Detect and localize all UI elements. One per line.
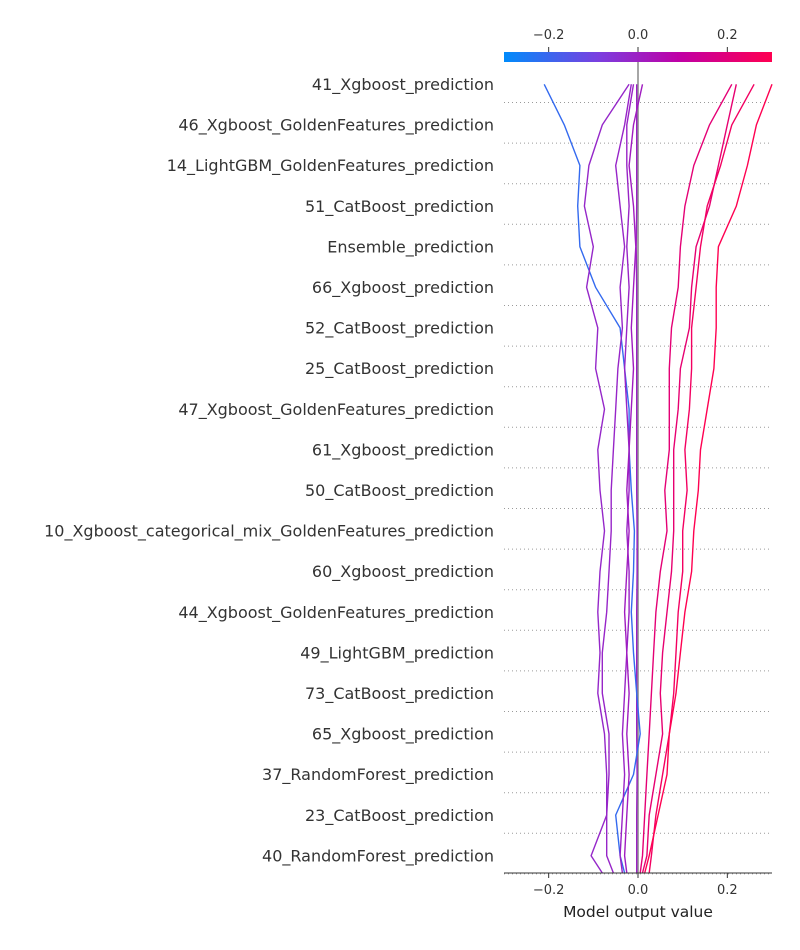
decision-line-2 — [543, 83, 641, 874]
feature-label: 50_CatBoost_prediction — [305, 481, 494, 501]
decision-line-7 — [639, 83, 733, 874]
feature-label: 49_LightGBM_prediction — [300, 643, 494, 663]
feature-label: 41_Xgboost_prediction — [312, 75, 494, 95]
x-axis-title: Model output value — [563, 903, 713, 921]
decision-line-3 — [583, 83, 630, 874]
top-tick-label: −0.2 — [533, 28, 565, 43]
decision-line-6 — [623, 84, 644, 874]
feature-label: 23_CatBoost_prediction — [305, 806, 494, 826]
bottom-tick-label: 0.0 — [628, 883, 649, 898]
feature-label: 44_Xgboost_GoldenFeatures_prediction — [178, 603, 494, 623]
decision-line-5 — [619, 84, 635, 874]
decision-line-10 — [644, 84, 773, 874]
feature-label: 51_CatBoost_prediction — [305, 197, 494, 217]
feature-label: 60_Xgboost_prediction — [312, 562, 494, 582]
feature-label: 52_CatBoost_prediction — [305, 319, 494, 339]
feature-label: 66_Xgboost_prediction — [312, 278, 494, 298]
decision-line-1 — [635, 84, 638, 873]
feature-label: 25_CatBoost_prediction — [305, 359, 494, 379]
top-tick-label: 0.2 — [717, 28, 738, 43]
feature-label: 37_RandomForest_prediction — [262, 765, 494, 785]
decision-line-4 — [601, 84, 632, 874]
feature-label: 73_CatBoost_prediction — [305, 684, 494, 704]
feature-label: 61_Xgboost_prediction — [312, 440, 494, 460]
decision-line-8 — [641, 84, 737, 874]
feature-label: 10_Xgboost_categorical_mix_GoldenFeature… — [44, 522, 494, 542]
feature-label: 46_Xgboost_GoldenFeatures_prediction — [178, 116, 494, 136]
feature-label: 47_Xgboost_GoldenFeatures_prediction — [178, 400, 494, 420]
feature-label: 40_RandomForest_prediction — [262, 846, 494, 866]
top-tick-label: 0.0 — [628, 28, 649, 43]
colorbar — [504, 52, 772, 62]
feature-label: Ensemble_prediction — [327, 237, 494, 257]
feature-label: 14_LightGBM_GoldenFeatures_prediction — [167, 156, 494, 176]
feature-label: 65_Xgboost_prediction — [312, 725, 494, 745]
bottom-tick-label: −0.2 — [533, 883, 565, 898]
decision-line-9 — [648, 83, 755, 874]
bottom-tick-label: 0.2 — [717, 883, 738, 898]
